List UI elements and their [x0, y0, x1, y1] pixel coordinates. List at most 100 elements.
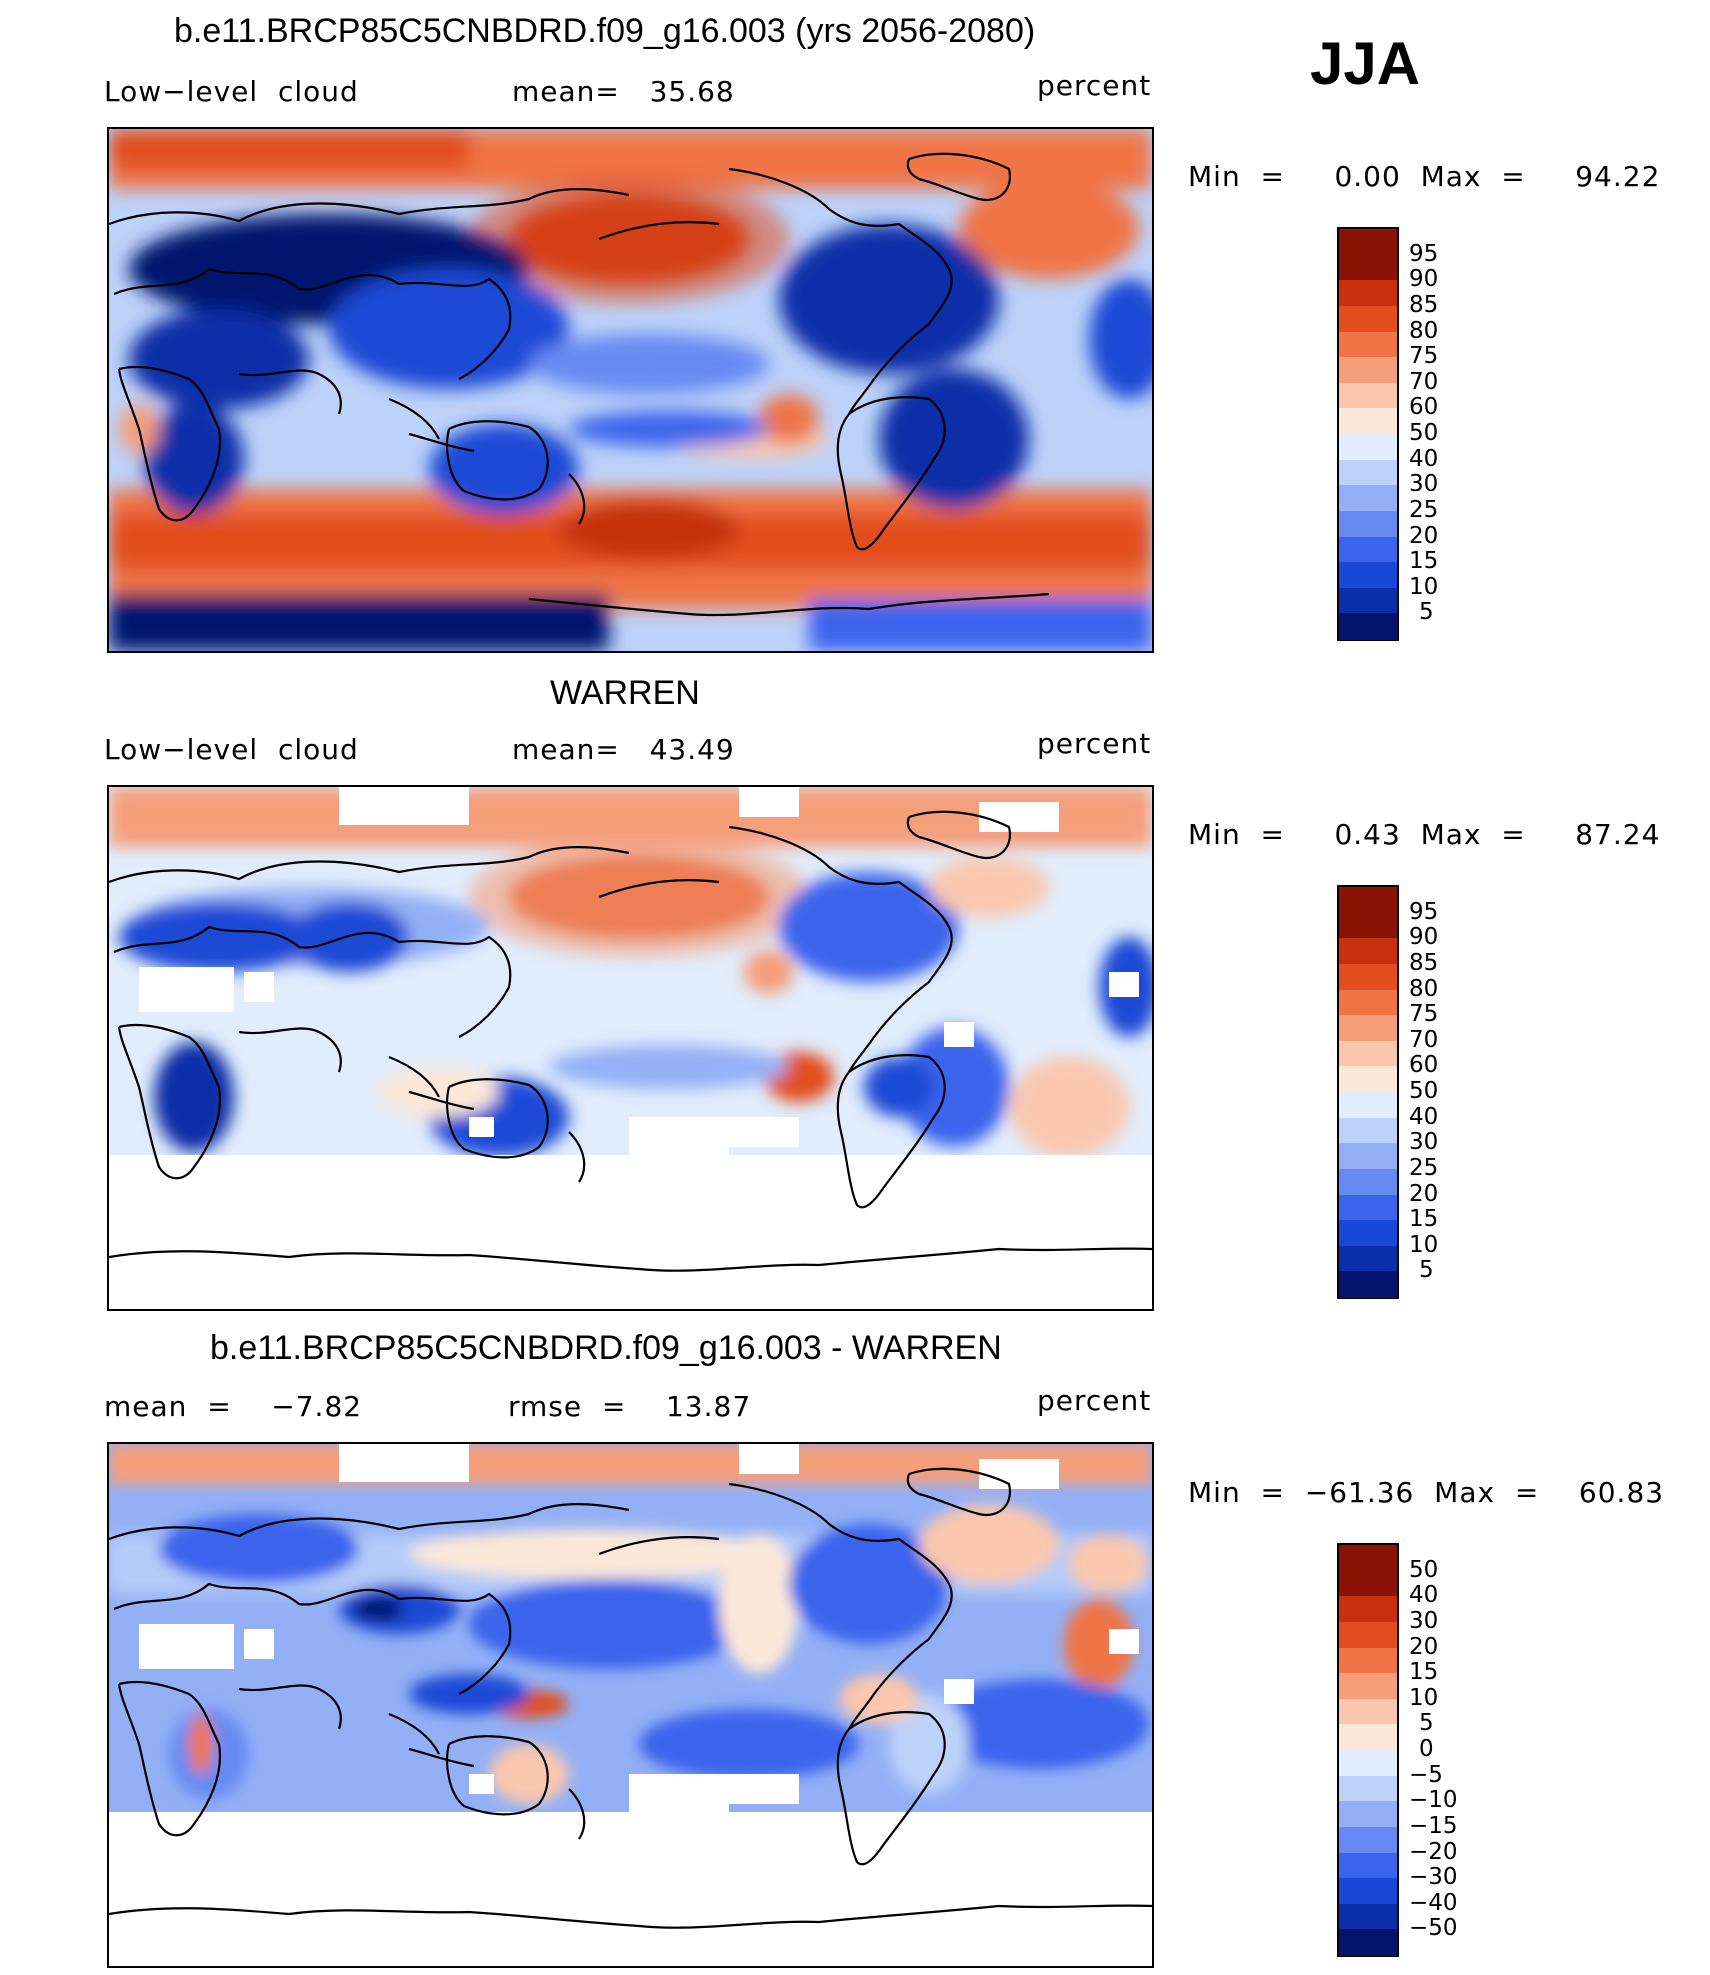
panel-3-rmse-label: rmse = 13.87	[508, 1390, 752, 1423]
panel-2-units-label: percent	[1037, 727, 1152, 760]
colorbar-tick-label: 90	[1409, 924, 1439, 951]
colorbar-tick-label: 95	[1409, 240, 1439, 267]
panel-3-minmax: Min = −61.36 Max = 60.83	[1188, 1476, 1665, 1509]
colorbar-swatch	[1339, 1092, 1397, 1120]
colorbar-swatch	[1339, 434, 1397, 462]
colorbar-swatch	[1339, 485, 1397, 513]
colorbar-swatch	[1339, 1826, 1397, 1854]
colorbar-swatch	[1339, 1271, 1397, 1298]
colorbar-swatch	[1339, 1698, 1397, 1726]
colorbar-tick-label: 90	[1409, 266, 1439, 293]
colorbar-swatch	[1339, 1245, 1397, 1273]
panel-3-units-label: percent	[1037, 1384, 1152, 1417]
colorbar-swatch	[1339, 1194, 1397, 1222]
colorbar-swatch	[1339, 1596, 1397, 1624]
colorbar-tick-label: 40	[1409, 1103, 1439, 1130]
colorbar-tick-label: 20	[1409, 1180, 1439, 1207]
panel-2-map-field	[109, 787, 1152, 1309]
colorbar-tick-label: 10	[1409, 1231, 1439, 1258]
panel-2-variable-label: Low−level cloud	[104, 733, 359, 766]
colorbar-swatch	[1339, 1878, 1397, 1906]
colorbar-swatch	[1339, 536, 1397, 564]
panel-1-minmax: Min = 0.00 Max = 94.22	[1188, 160, 1661, 193]
panel-1-title: b.e11.BRCP85C5CNBDRD.f09_g16.003 (yrs 20…	[174, 12, 1036, 50]
colorbar-swatch	[1339, 1220, 1397, 1248]
colorbar-tick-label: 80	[1409, 975, 1439, 1002]
colorbar-tick-label: 0	[1419, 1736, 1434, 1762]
colorbar-tick-label: 5	[1419, 599, 1434, 626]
colorbar-tick-label: 20	[1409, 1633, 1439, 1660]
colorbar-swatch	[1339, 1647, 1397, 1675]
colorbar-swatch	[1339, 1852, 1397, 1880]
panel-2-colorbar	[1337, 885, 1399, 1299]
panel-1-map-field	[109, 129, 1152, 651]
panel-3-map	[107, 1442, 1154, 1968]
colorbar-tick-label: −10	[1409, 1787, 1458, 1814]
colorbar-tick-label: 40	[1409, 445, 1439, 472]
colorbar-swatch	[1339, 1801, 1397, 1829]
colorbar-swatch	[1339, 408, 1397, 436]
colorbar-swatch	[1339, 280, 1397, 308]
colorbar-swatch	[1339, 1673, 1397, 1701]
colorbar-tick-label: 15	[1409, 1659, 1439, 1686]
colorbar-tick-label: 50	[1409, 420, 1439, 446]
colorbar-swatch	[1339, 1066, 1397, 1094]
colorbar-tick-label: −40	[1409, 1889, 1458, 1916]
colorbar-tick-label: 60	[1409, 1052, 1439, 1079]
colorbar-swatch	[1339, 1929, 1397, 1956]
colorbar-swatch	[1339, 1570, 1397, 1598]
panel-3-title: b.e11.BRCP85C5CNBDRD.f09_g16.003 - WARRE…	[210, 1329, 1002, 1367]
colorbar-swatch	[1339, 357, 1397, 385]
colorbar-swatch	[1339, 887, 1397, 915]
panel-2-title: WARREN	[550, 674, 700, 712]
colorbar-swatch	[1339, 1903, 1397, 1931]
season-label: JJA	[1310, 30, 1421, 97]
colorbar-tick-label: −30	[1409, 1864, 1458, 1891]
panel-1-variable-label: Low−level cloud	[104, 75, 359, 108]
colorbar-tick-label: 50	[1409, 1556, 1439, 1583]
colorbar-swatch	[1339, 1168, 1397, 1196]
colorbar-swatch	[1339, 613, 1397, 640]
panel-1-colorbar	[1337, 227, 1399, 641]
colorbar-tick-label: −50	[1409, 1915, 1458, 1942]
colorbar-tick-label: 85	[1409, 949, 1439, 976]
colorbar-swatch	[1339, 382, 1397, 410]
colorbar-swatch	[1339, 1143, 1397, 1171]
colorbar-tick-label: 40	[1409, 1582, 1439, 1609]
colorbar-swatch	[1339, 1040, 1397, 1068]
panel-1-mean-label: mean= 35.68	[512, 75, 735, 108]
colorbar-swatch	[1339, 912, 1397, 940]
colorbar-swatch	[1339, 1775, 1397, 1803]
colorbar-tick-label: 10	[1409, 573, 1439, 600]
colorbar-swatch	[1339, 1750, 1397, 1778]
colorbar-tick-label: 75	[1409, 1001, 1439, 1028]
colorbar-tick-label: −20	[1409, 1838, 1458, 1865]
colorbar-tick-label: 20	[1409, 522, 1439, 549]
colorbar-tick-label: 80	[1409, 317, 1439, 344]
panel-2-map	[107, 785, 1154, 1311]
colorbar-tick-label: 85	[1409, 291, 1439, 318]
colorbar-swatch	[1339, 1545, 1397, 1573]
colorbar-tick-label: −15	[1409, 1812, 1458, 1839]
colorbar-swatch	[1339, 459, 1397, 487]
panel-2-minmax: Min = 0.43 Max = 87.24	[1188, 818, 1661, 851]
colorbar-swatch	[1339, 1015, 1397, 1043]
colorbar-tick-label: 5	[1419, 1257, 1434, 1284]
colorbar-tick-label: 10	[1409, 1684, 1439, 1711]
colorbar-tick-label: 30	[1409, 1129, 1439, 1156]
colorbar-swatch	[1339, 1621, 1397, 1649]
colorbar-swatch	[1339, 254, 1397, 282]
colorbar-swatch	[1339, 229, 1397, 257]
panel-1-units-label: percent	[1037, 69, 1152, 102]
colorbar-swatch	[1339, 938, 1397, 966]
colorbar-swatch	[1339, 510, 1397, 538]
colorbar-swatch	[1339, 331, 1397, 359]
colorbar-swatch	[1339, 989, 1397, 1017]
panel-3-colorbar	[1337, 1543, 1399, 1957]
colorbar-tick-label: 30	[1409, 1607, 1439, 1634]
colorbar-tick-label: 70	[1409, 1026, 1439, 1053]
colorbar-tick-label: 25	[1409, 496, 1439, 523]
colorbar-swatch	[1339, 587, 1397, 615]
colorbar-swatch	[1339, 963, 1397, 991]
colorbar-swatch	[1339, 1724, 1397, 1752]
